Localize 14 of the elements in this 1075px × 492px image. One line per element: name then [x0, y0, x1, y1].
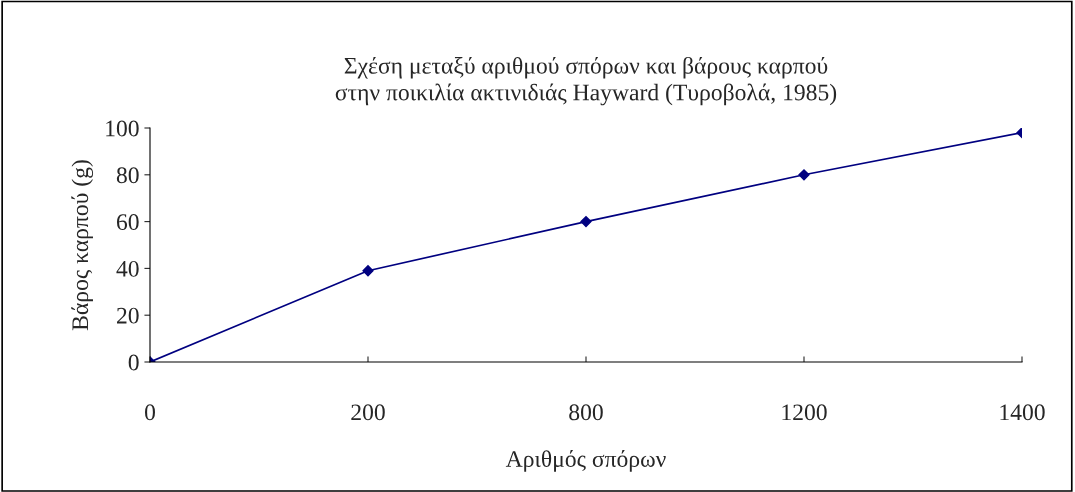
y-tick-label: 60 [116, 214, 139, 231]
y-tick-label: 80 [116, 167, 139, 184]
y-axis-title: Βάρος καρπού (g) [71, 160, 94, 331]
y-tick-label: 20 [117, 307, 139, 324]
x-tick-label: 200 [351, 404, 385, 421]
chart-title: Σχέση μεταξύ αριθμού σπόρων και βάρους καρπού στην ποικιλία ακτινιδιάς Hayward (Τυροβολά, 1985) [335, 56, 837, 106]
y-tick-label: 0 [128, 354, 139, 371]
x-tick-label: 1400 [1000, 404, 1045, 421]
x-tick-label: 1200 [782, 404, 827, 421]
y-tick-label: 100 [106, 120, 139, 137]
x-axis-title: Αριθμός σπόρων [505, 450, 666, 472]
x-tick-label: 800 [569, 404, 603, 421]
x-tick-label: 0 [145, 404, 155, 421]
y-tick-label: 40 [116, 260, 139, 277]
